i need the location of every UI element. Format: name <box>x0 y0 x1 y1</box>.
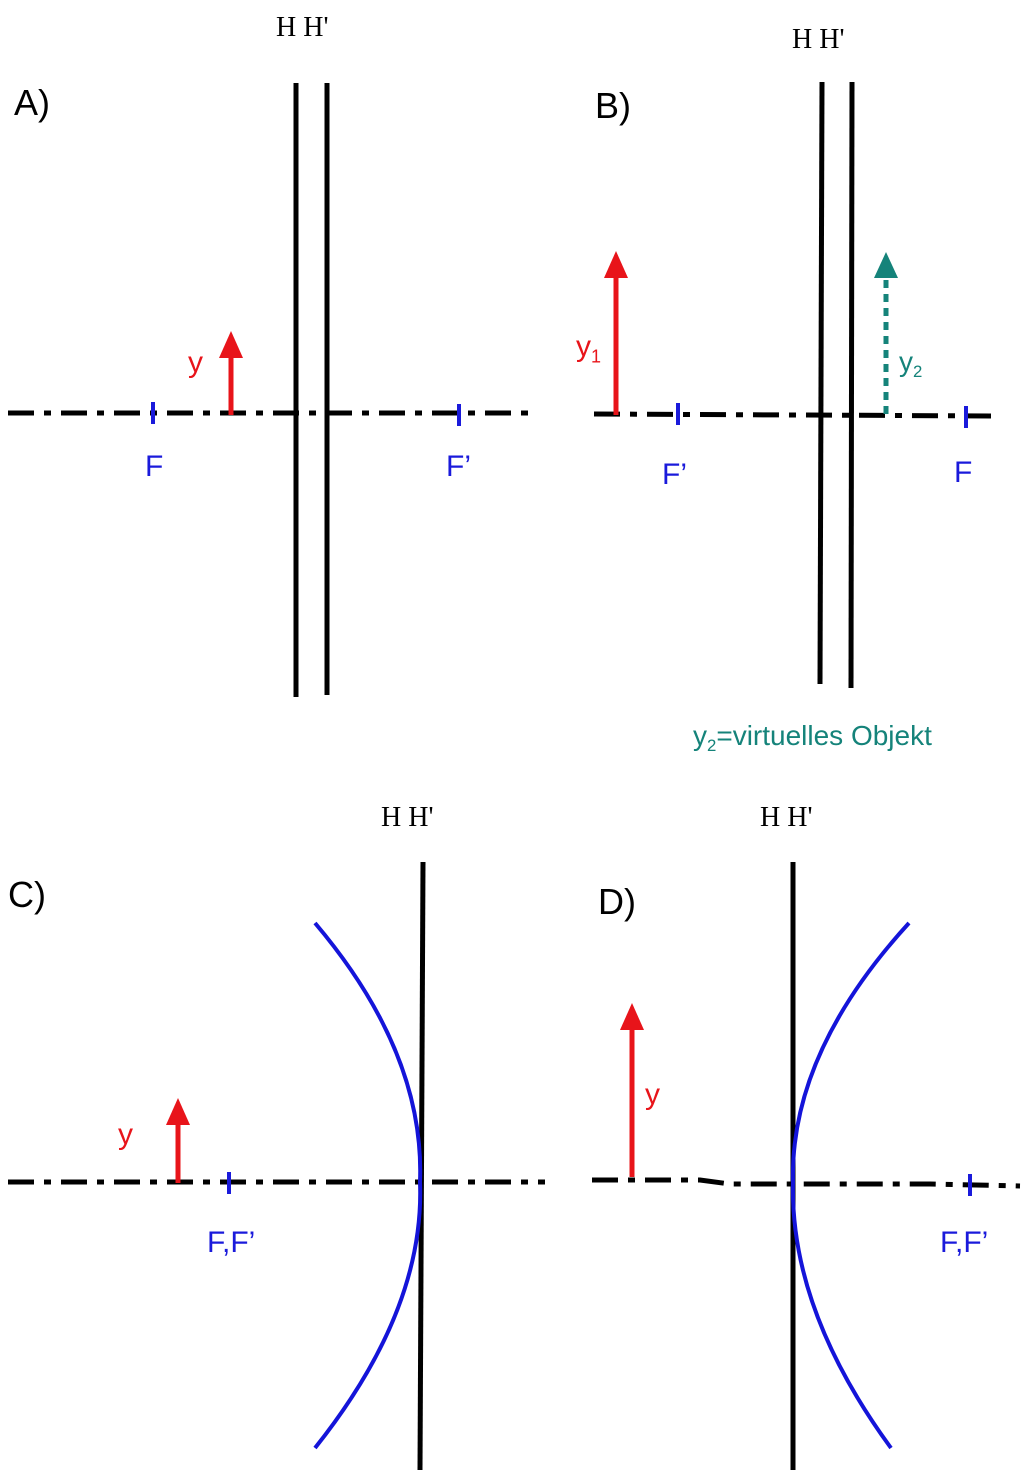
object-arrow-y1 <box>604 251 628 415</box>
panel-b-principal-planes-label: H H' <box>792 24 845 55</box>
panel-c-principal-planes-label: H H' <box>381 802 434 833</box>
object-arrow <box>166 1098 190 1183</box>
principal-plane-h-prime <box>848 81 855 689</box>
optical-axis <box>592 1177 1021 1189</box>
panel-b-object-y1-label: y1 <box>576 330 602 367</box>
panel-b-virtual-y2-label: y2 <box>899 346 923 381</box>
optical-axis <box>593 411 1001 419</box>
panel-b-focus-f-prime-label: F’ <box>662 458 687 491</box>
panel-b-label: B) <box>595 85 631 126</box>
panel-a-label: A) <box>14 82 50 123</box>
panel-a-object-label: y <box>188 346 203 379</box>
virtual-object-arrow-y2 <box>874 252 898 414</box>
panel-d-focus-label: F,F’ <box>940 1226 989 1259</box>
panel-b <box>593 81 1001 689</box>
convex-mirror <box>790 921 911 1450</box>
object-arrow <box>620 1003 644 1177</box>
panel-a-focus-f-prime-label: F’ <box>446 450 471 483</box>
panel-a-principal-planes-label: H H' <box>276 12 329 43</box>
panel-a-focus-f-label: F <box>145 450 164 483</box>
object-arrow <box>219 331 243 415</box>
panel-c-object-label: y <box>118 1118 133 1151</box>
panel-c <box>8 861 545 1471</box>
concave-mirror <box>313 921 423 1450</box>
panel-b-virtual-object-note: y2=virtuelles Objekt <box>693 720 932 755</box>
panel-d-object-label: y <box>645 1078 660 1111</box>
principal-plane-h <box>817 81 825 685</box>
panel-b-focus-f-label: F <box>954 456 973 489</box>
panel-c-focus-label: F,F’ <box>207 1226 256 1259</box>
panel-d <box>592 862 1021 1470</box>
panel-a <box>8 83 528 697</box>
panel-d-label: D) <box>598 881 636 922</box>
panel-d-principal-planes-label: H H' <box>760 802 813 833</box>
panel-c-label: C) <box>8 874 46 915</box>
